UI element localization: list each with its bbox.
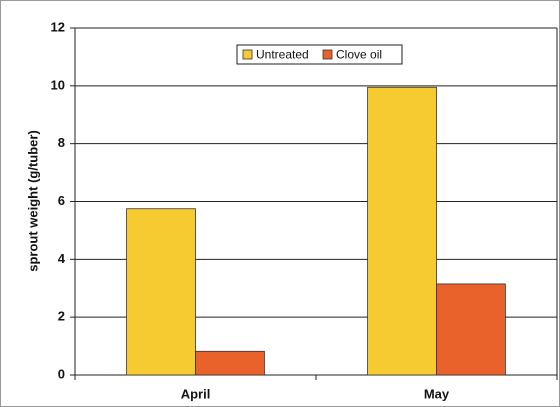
y-tick-label: 2 <box>58 309 65 324</box>
y-axis-label: sprout weight (g/tuber) <box>25 130 40 272</box>
bar <box>195 350 265 376</box>
x-tick-label: May <box>424 386 450 401</box>
y-tick-label: 0 <box>58 366 65 381</box>
y-tick-label: 4 <box>58 251 66 266</box>
x-tick-label: April <box>181 386 211 401</box>
y-tick-label: 6 <box>58 193 65 208</box>
bar <box>436 283 506 376</box>
bar <box>126 208 196 376</box>
legend-swatch <box>242 49 253 60</box>
bar <box>367 86 437 376</box>
y-tick-label: 10 <box>51 77 65 92</box>
legend-label: Clove oil <box>336 48 382 62</box>
legend-swatch <box>322 49 333 60</box>
y-tick-label: 12 <box>51 19 65 34</box>
y-tick-label: 8 <box>58 135 65 150</box>
legend-box <box>236 44 403 65</box>
legend-label: Untreated <box>256 48 309 62</box>
